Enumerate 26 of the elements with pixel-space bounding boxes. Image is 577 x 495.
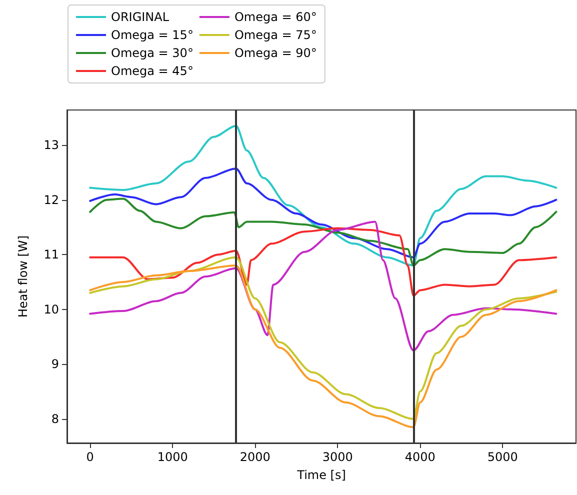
- y-tick-label: 12: [44, 192, 59, 207]
- x-tick-label: 2000: [240, 450, 270, 464]
- x-tick-label: 4000: [404, 450, 436, 464]
- legend-label: Omega = 45°: [111, 64, 194, 78]
- legend-label: Omega = 30°: [111, 46, 194, 60]
- y-tick-label: 11: [44, 248, 59, 262]
- y-tick-label: 8: [51, 412, 59, 426]
- y-axis-title: Heat flow [W]: [16, 235, 30, 318]
- x-tick-label: 3000: [322, 450, 353, 464]
- line-series: [89, 220, 558, 352]
- line-series: [89, 227, 558, 297]
- legend-label: Omega = 75°: [234, 28, 317, 42]
- x-axis-title: Time [s]: [296, 468, 346, 482]
- line-series: [89, 168, 558, 258]
- y-tick-label: 10: [44, 302, 59, 316]
- line-series: [89, 124, 558, 267]
- x-tick-label: 1000: [157, 450, 188, 464]
- legend-label: Omega = 60°: [234, 10, 317, 24]
- y-tick-label: 13: [44, 138, 59, 152]
- legend-label: Omega = 90°: [234, 46, 317, 60]
- legend-label: ORIGINAL: [111, 10, 170, 24]
- y-tick-label: 9: [51, 357, 59, 372]
- legend-label: Omega = 15°: [111, 28, 194, 42]
- line-series: [89, 198, 558, 267]
- x-tick-label: 5000: [487, 450, 518, 464]
- x-tick-label: 0: [86, 450, 94, 464]
